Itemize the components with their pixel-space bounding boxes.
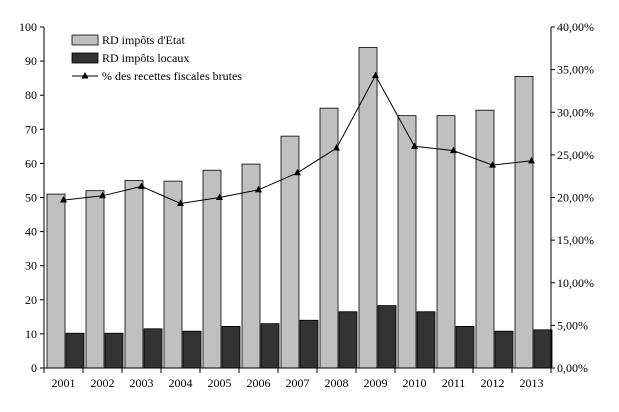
bar-etat-2010 bbox=[397, 115, 417, 369]
x-tick-label: 2002 bbox=[91, 376, 115, 390]
y-left-tick-label: 20 bbox=[25, 293, 37, 307]
y-left-tick-label: 30 bbox=[25, 259, 37, 273]
x-tick-label: 2001 bbox=[52, 376, 76, 390]
bar-locaux-2010 bbox=[416, 311, 436, 369]
bar-locaux-2007 bbox=[299, 319, 319, 369]
line-point-2005 bbox=[216, 193, 223, 200]
line-point-2011 bbox=[450, 146, 457, 154]
bar-locaux-2003 bbox=[143, 328, 163, 369]
bar-locaux-2006 bbox=[260, 323, 280, 369]
y-right-tick-label: 0,00% bbox=[557, 361, 588, 375]
x-tick-label: 2007 bbox=[286, 376, 310, 390]
bar-locaux-2002 bbox=[104, 332, 124, 369]
legend: RD impôts d'Etat RD impôts locaux % des re… bbox=[71, 33, 242, 83]
bar-etat-2013 bbox=[514, 76, 534, 369]
x-tick-label: 2010 bbox=[403, 376, 427, 390]
line-layer bbox=[60, 71, 535, 206]
y-left-tick-label: 70 bbox=[25, 122, 37, 136]
axes-layer: 0 10 20 30 40 50 60 70 80 90 100 0,00% 5,00% 10,00% 15… bbox=[19, 20, 594, 390]
bar-locaux-2012 bbox=[494, 330, 514, 369]
legend-label: % des recettes fiscales brutes bbox=[102, 69, 242, 83]
y-right-tick-label: 40,00% bbox=[557, 20, 594, 34]
y-left-tick-label: 90 bbox=[25, 54, 37, 68]
x-tick-label: 2003 bbox=[130, 376, 154, 390]
y-left-tick-label: 0 bbox=[31, 361, 37, 375]
bar-locaux-2013 bbox=[533, 329, 553, 369]
y-right-tick-label: 15,00% bbox=[557, 233, 594, 247]
x-tick-label: 2005 bbox=[208, 376, 232, 390]
x-tick-label: 2006 bbox=[247, 376, 271, 390]
line-point-2002 bbox=[99, 191, 106, 199]
y-right-tick-label: 25,00% bbox=[557, 148, 594, 162]
legend-swatch-etat bbox=[71, 34, 99, 46]
bar-etat-2001 bbox=[46, 193, 66, 369]
y-left-tick-label: 80 bbox=[25, 88, 37, 102]
bar-locaux-2009 bbox=[377, 305, 397, 369]
y-left-tick-label: 50 bbox=[25, 191, 37, 205]
bar-locaux-2005 bbox=[221, 325, 241, 369]
y-right-tick-label: 35,00% bbox=[557, 63, 594, 77]
bars-layer bbox=[46, 47, 553, 369]
bar-etat-2009 bbox=[358, 47, 378, 369]
bar-etat-2012 bbox=[475, 109, 495, 369]
bar-locaux-2001 bbox=[65, 332, 85, 369]
y-left-tick-label: 40 bbox=[25, 225, 37, 239]
x-tick-label: 2008 bbox=[325, 376, 349, 390]
line-point-2013 bbox=[528, 156, 535, 164]
bar-locaux-2011 bbox=[455, 325, 475, 369]
legend-swatch-locaux bbox=[71, 52, 99, 64]
line-point-2001 bbox=[60, 196, 67, 203]
y-left-tick-label: 10 bbox=[25, 327, 37, 341]
y-left-tick-label: 60 bbox=[25, 156, 37, 170]
line-point-2009 bbox=[372, 71, 379, 79]
bar-etat-2004 bbox=[163, 180, 183, 369]
y-right-tick-label: 30,00% bbox=[557, 105, 594, 119]
legend-label: RD impôts locaux bbox=[102, 51, 189, 65]
legend-label: RD impôts d'Etat bbox=[102, 33, 185, 47]
bar-etat-2002 bbox=[85, 190, 105, 369]
line-point-2007 bbox=[294, 168, 301, 176]
bar-etat-2006 bbox=[241, 163, 261, 369]
bar-locaux-2008 bbox=[338, 311, 358, 369]
bar-locaux-2004 bbox=[182, 330, 202, 369]
line-point-2008 bbox=[333, 144, 340, 151]
bar-etat-2007 bbox=[280, 135, 300, 369]
y-right-tick-label: 20,00% bbox=[557, 191, 594, 205]
line-point-2006 bbox=[255, 185, 262, 193]
x-tick-label: 2013 bbox=[520, 376, 544, 390]
x-tick-label: 2012 bbox=[481, 376, 505, 390]
y-left-tick-label: 100 bbox=[19, 20, 37, 34]
line-point-2010 bbox=[411, 142, 418, 149]
line-point-2004 bbox=[177, 199, 184, 206]
y-right-tick-label: 5,00% bbox=[557, 318, 588, 332]
x-tick-label: 2004 bbox=[169, 376, 193, 390]
bar-etat-2011 bbox=[436, 115, 456, 369]
line-point-2003 bbox=[138, 182, 145, 189]
x-tick-label: 2011 bbox=[442, 376, 466, 390]
legend-triangle-marker bbox=[81, 72, 89, 79]
bar-etat-2003 bbox=[124, 180, 144, 369]
line-point-2012 bbox=[489, 161, 496, 168]
y-right-tick-label: 10,00% bbox=[557, 276, 594, 290]
x-tick-label: 2009 bbox=[364, 376, 388, 390]
